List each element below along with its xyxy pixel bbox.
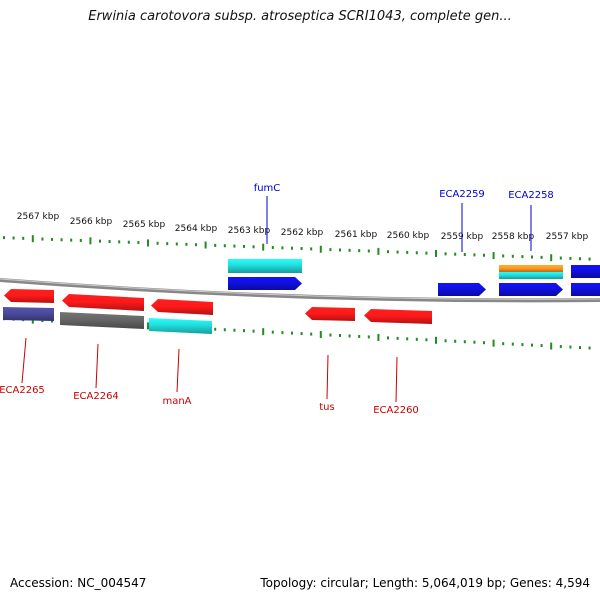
gene-ECA2259 xyxy=(438,283,486,296)
gene-label-tus: tus xyxy=(319,402,334,413)
scale-label: 2557 kbp xyxy=(546,232,589,242)
gene-ECA2265_gene xyxy=(4,289,54,303)
label-leader-ECA2260 xyxy=(395,356,398,403)
label-leader-ECA2264_gene xyxy=(95,343,99,389)
scale-label: 2561 kbp xyxy=(335,230,378,240)
gene-edge_top xyxy=(571,265,600,278)
gene-label-ECA2265_gene: ECA2265 xyxy=(0,385,45,396)
gene-ECA2258_cyan xyxy=(499,272,563,279)
label-leader-manA_gene xyxy=(176,348,180,393)
scale-label: 2560 kbp xyxy=(387,231,430,241)
gene-tus xyxy=(305,307,355,321)
gene-ECA2258_gene xyxy=(499,283,563,296)
gene-ECA2265_cds xyxy=(3,307,54,321)
scale-label: 2567 kbp xyxy=(17,212,60,222)
label-leader-ECA2265_gene xyxy=(21,337,27,384)
gene-label-ECA2259: ECA2259 xyxy=(439,189,485,200)
gene-manA_gene xyxy=(151,299,213,315)
gene-label-ECA2258_orange: ECA2258 xyxy=(508,190,554,201)
scale-label: 2566 kbp xyxy=(70,217,113,227)
gene-ECA2260 xyxy=(364,309,432,324)
accession-label: Accession: NC_004547 xyxy=(10,576,147,590)
gene-fumC_gene xyxy=(228,277,302,290)
gene-edge_mid xyxy=(571,283,600,296)
label-leader-tus xyxy=(326,354,329,400)
gene-label-ECA2264_gene: ECA2264 xyxy=(73,391,119,402)
gene-manA_cds xyxy=(149,318,212,334)
scale-label: 2564 kbp xyxy=(175,224,218,234)
gene-ECA2264_gene xyxy=(62,294,144,311)
scale-label: 2558 kbp xyxy=(492,232,535,242)
genome-summary-label: Topology: circular; Length: 5,064,019 bp… xyxy=(260,576,590,590)
scale-label: 2562 kbp xyxy=(281,228,324,238)
gene-label-fumC: fumC xyxy=(254,183,281,194)
gene-ECA2264_cds xyxy=(60,312,144,329)
gene-label-manA_gene: manA xyxy=(162,396,191,407)
gene-fumC xyxy=(228,259,302,273)
genome-backbone xyxy=(0,278,600,303)
scale-label: 2563 kbp xyxy=(228,226,271,236)
genome-backbone-highlight xyxy=(0,278,600,300)
scale-label: 2565 kbp xyxy=(123,220,166,230)
gene-label-ECA2260: ECA2260 xyxy=(373,405,419,416)
map-title: Erwinia carotovora subsp. atroseptica SC… xyxy=(88,9,512,24)
gene-ECA2258_orange xyxy=(499,265,563,272)
